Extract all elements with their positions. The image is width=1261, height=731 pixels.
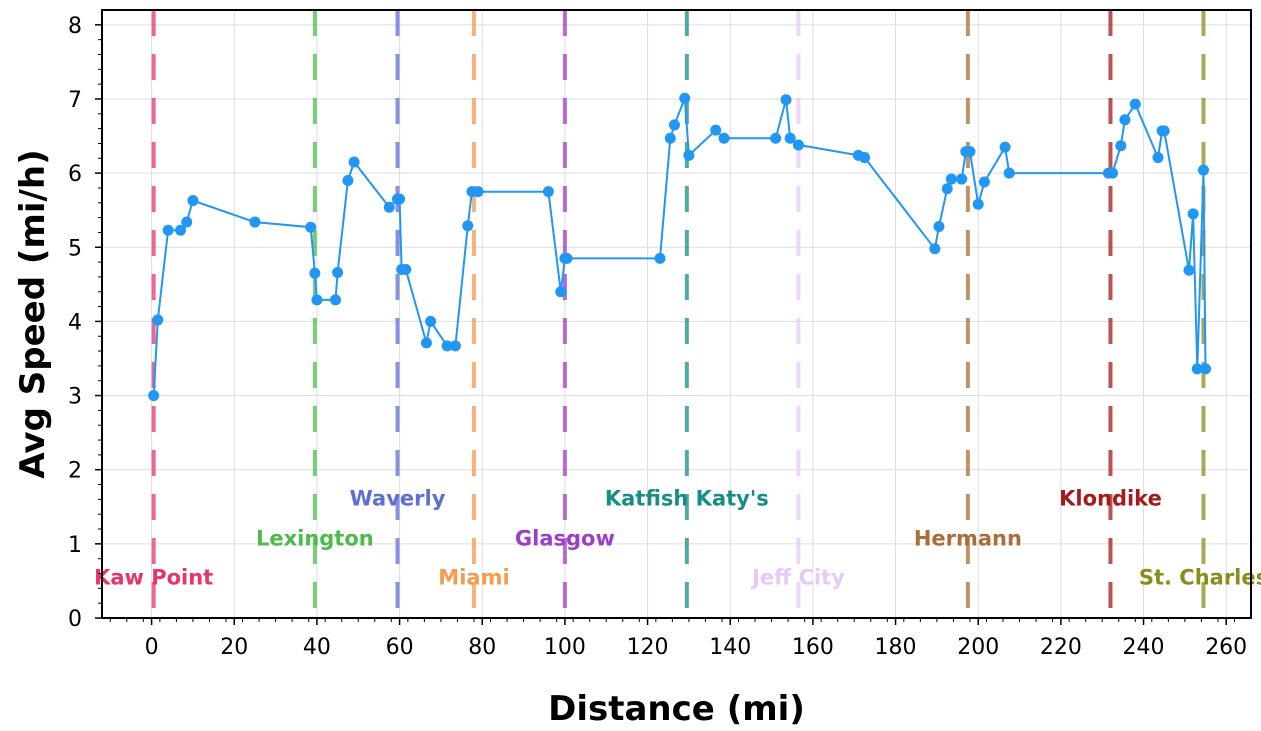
data-point — [654, 252, 666, 264]
data-point — [780, 94, 792, 106]
data-point — [972, 198, 984, 210]
data-point — [964, 146, 976, 158]
y-tick-label: 2 — [68, 459, 82, 484]
x-tick-label: 160 — [792, 635, 834, 660]
data-point — [462, 220, 474, 232]
data-point — [561, 252, 573, 264]
y-tick-label: 5 — [68, 236, 82, 261]
x-tick-label: 60 — [386, 635, 414, 660]
data-point — [305, 221, 317, 233]
data-point — [542, 186, 554, 198]
data-point — [1107, 167, 1119, 179]
x-tick-label: 140 — [709, 635, 751, 660]
x-tick-label: 200 — [957, 635, 999, 660]
location-label: Lexington — [256, 526, 374, 550]
location-label: Kaw Point — [94, 566, 213, 590]
data-point — [309, 267, 321, 279]
y-tick-label: 0 — [68, 607, 82, 632]
data-point — [710, 124, 722, 136]
data-point — [187, 195, 199, 207]
x-tick-label: 40 — [303, 635, 331, 660]
data-point — [332, 266, 344, 278]
x-tick-label: 100 — [544, 635, 586, 660]
data-point — [249, 216, 261, 228]
location-label: Waverly — [350, 486, 446, 510]
data-point — [784, 132, 796, 144]
location-label: St. Charles — [1139, 566, 1261, 590]
data-point — [162, 224, 174, 236]
data-point — [555, 286, 567, 298]
data-point — [441, 340, 453, 352]
location-label: Miami — [438, 566, 509, 590]
data-point — [311, 294, 323, 306]
data-point — [148, 390, 160, 402]
data-point — [933, 221, 945, 233]
data-point — [348, 156, 360, 168]
location-label: Hermann — [914, 526, 1022, 550]
plot-frame — [101, 9, 1252, 619]
data-point — [945, 173, 957, 185]
data-point — [1183, 264, 1195, 276]
data-point — [770, 132, 782, 144]
x-tick-label: 260 — [1205, 635, 1247, 660]
data-point — [664, 132, 676, 144]
data-point — [1158, 125, 1170, 137]
data-point — [1191, 363, 1203, 375]
location-label: Glasgow — [515, 526, 615, 550]
y-tick-label: 4 — [68, 310, 82, 335]
data-point — [1152, 152, 1164, 164]
data-point — [1119, 114, 1131, 126]
x-tick-label: 220 — [1040, 635, 1082, 660]
y-axis-title: Avg Speed (mi/h) — [13, 149, 53, 478]
data-point — [175, 224, 187, 236]
y-tick-label: 1 — [68, 533, 82, 558]
data-point — [683, 149, 695, 161]
data-point — [1003, 167, 1015, 179]
location-label: Klondike — [1059, 486, 1162, 510]
data-point — [859, 152, 871, 164]
x-tick-label: 120 — [627, 635, 669, 660]
data-point — [449, 340, 461, 352]
data-point — [181, 216, 193, 228]
data-point — [792, 139, 804, 151]
data-point — [1200, 363, 1212, 375]
data-point — [718, 132, 730, 144]
data-point — [941, 183, 953, 195]
data-point — [394, 193, 406, 205]
data-point — [956, 173, 968, 185]
data-point — [1115, 140, 1127, 152]
data-point — [999, 141, 1011, 153]
x-tick-label: 240 — [1123, 635, 1165, 660]
y-tick-label: 7 — [68, 88, 82, 113]
data-point — [1129, 98, 1141, 110]
location-label: Jeff City — [750, 566, 845, 590]
x-tick-label: 0 — [145, 635, 159, 660]
y-tick-label: 6 — [68, 162, 82, 187]
data-point — [679, 92, 691, 104]
data-point — [472, 186, 484, 198]
data-point — [929, 243, 941, 255]
data-point — [1197, 164, 1209, 176]
data-point — [330, 294, 342, 306]
x-tick-label: 20 — [220, 635, 248, 660]
data-point — [400, 264, 412, 276]
axis-ticks: 0 20 40 60 80 100 120 140 160 180 200 220 240 260 0 1 2 3… — [68, 14, 1247, 660]
data-point — [383, 201, 395, 213]
data-point — [668, 119, 680, 131]
location-label: Katfish Katy's — [605, 486, 769, 510]
y-tick-label: 8 — [68, 14, 82, 39]
x-tick-label: 180 — [875, 635, 917, 660]
y-tick-label: 3 — [68, 385, 82, 410]
data-point — [420, 337, 432, 349]
data-point — [342, 175, 354, 187]
speed-series — [148, 92, 1212, 402]
data-point — [978, 176, 990, 188]
x-tick-label: 80 — [468, 635, 496, 660]
data-point — [425, 315, 437, 327]
data-point — [152, 314, 164, 326]
x-axis-title: Distance (mi) — [548, 689, 805, 729]
data-point — [1187, 208, 1199, 220]
